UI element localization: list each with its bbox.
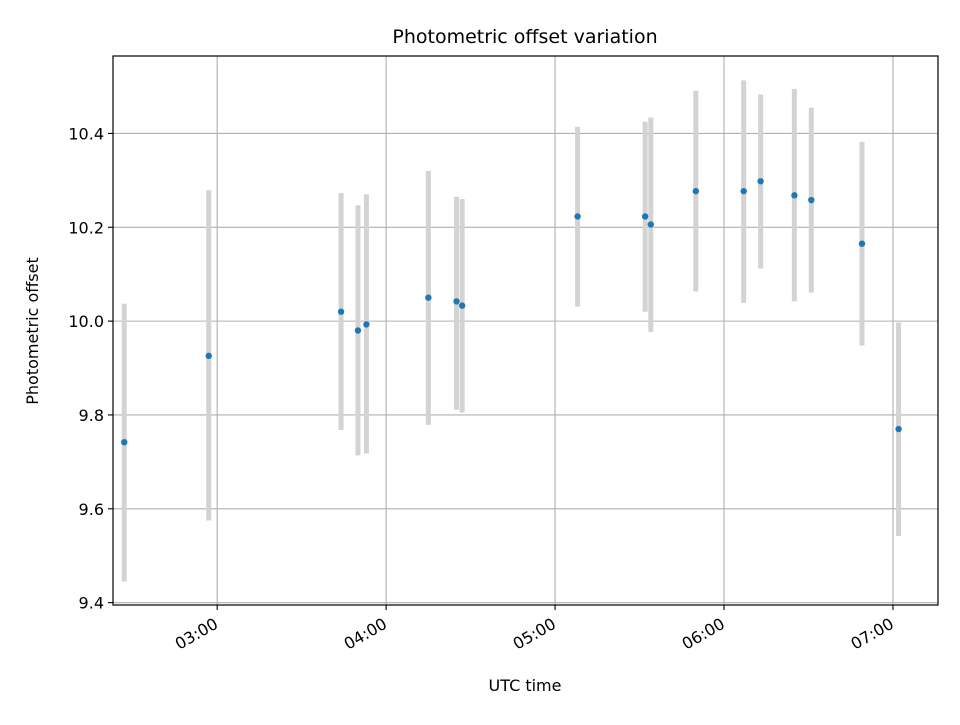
plot-frame <box>112 55 939 606</box>
y-tick-label: 10.4 <box>68 124 104 143</box>
y-tick-label: 10.0 <box>68 312 104 331</box>
data-point <box>453 298 460 305</box>
data-point <box>647 221 654 228</box>
data-point <box>757 178 764 185</box>
data-point <box>425 294 432 301</box>
x-tick-label: 03:00 <box>172 614 221 654</box>
data-point <box>121 438 128 446</box>
marker-layer <box>121 178 902 446</box>
x-axis-label: UTC time <box>489 676 562 695</box>
data-point <box>458 302 466 309</box>
data-point <box>641 213 649 220</box>
tick-layer: 03:00 04:00 05:00 06:00 07:00 9.4 9.6 9.8 10.0 10… <box>68 124 897 653</box>
data-point <box>740 187 747 195</box>
data-point <box>337 308 345 315</box>
y-tick-label: 9.8 <box>79 406 104 425</box>
x-tick-label: 07:00 <box>848 614 897 654</box>
y-tick-label: 9.6 <box>79 500 104 519</box>
data-point <box>895 425 902 433</box>
data-point <box>574 213 581 220</box>
y-tick-label: 10.2 <box>68 218 104 237</box>
data-point <box>791 192 798 199</box>
data-point <box>858 240 866 247</box>
y-tick-label: 9.4 <box>79 594 104 613</box>
errorbar-layer <box>121 80 902 582</box>
y-axis-label: Photometric offset <box>23 257 42 405</box>
data-point <box>363 321 370 328</box>
data-point <box>205 352 212 360</box>
data-point <box>808 196 815 204</box>
chart-title: Photometric offset variation <box>392 26 657 48</box>
data-point <box>354 327 362 334</box>
grid-layer <box>113 56 938 605</box>
data-point <box>692 187 700 195</box>
x-tick-label: 06:00 <box>679 614 728 654</box>
x-tick-label: 04:00 <box>341 614 390 654</box>
x-tick-label: 05:00 <box>510 614 559 654</box>
